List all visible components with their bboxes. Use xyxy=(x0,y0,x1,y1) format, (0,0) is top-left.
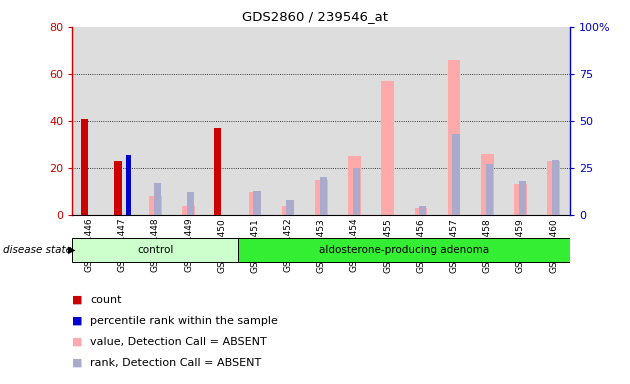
Bar xyxy=(419,206,427,215)
Text: ■: ■ xyxy=(72,295,83,305)
Text: aldosterone-producing adenoma: aldosterone-producing adenoma xyxy=(319,245,490,255)
Bar xyxy=(448,60,461,215)
Bar xyxy=(518,181,526,215)
Text: disease state: disease state xyxy=(3,245,72,255)
Bar xyxy=(319,177,327,215)
Bar xyxy=(149,196,162,215)
Bar xyxy=(547,161,560,215)
Bar xyxy=(126,155,130,215)
Text: ■: ■ xyxy=(72,316,83,326)
Bar xyxy=(249,192,261,215)
Bar xyxy=(552,161,559,215)
Text: count: count xyxy=(90,295,122,305)
Bar xyxy=(182,206,195,215)
Bar xyxy=(486,164,493,215)
Bar xyxy=(452,134,460,215)
Text: ■: ■ xyxy=(72,358,83,368)
Bar xyxy=(381,81,394,215)
Bar xyxy=(353,168,360,215)
Bar xyxy=(114,161,122,215)
Bar xyxy=(315,180,328,215)
Bar xyxy=(348,156,361,215)
Text: percentile rank within the sample: percentile rank within the sample xyxy=(90,316,278,326)
Text: control: control xyxy=(137,245,174,255)
Text: value, Detection Call = ABSENT: value, Detection Call = ABSENT xyxy=(90,337,267,347)
Bar xyxy=(187,192,194,215)
Text: ■: ■ xyxy=(72,337,83,347)
Bar xyxy=(154,183,161,215)
Bar xyxy=(514,184,527,215)
Bar xyxy=(81,119,88,215)
Text: ▶: ▶ xyxy=(68,245,76,255)
Bar xyxy=(287,200,294,215)
Bar xyxy=(481,154,493,215)
Text: GDS2860 / 239546_at: GDS2860 / 239546_at xyxy=(242,10,388,23)
Bar xyxy=(72,237,238,262)
Text: rank, Detection Call = ABSENT: rank, Detection Call = ABSENT xyxy=(90,358,261,368)
Bar xyxy=(238,237,570,262)
Bar xyxy=(253,190,261,215)
Bar xyxy=(415,208,427,215)
Bar xyxy=(282,206,294,215)
Bar xyxy=(214,128,221,215)
